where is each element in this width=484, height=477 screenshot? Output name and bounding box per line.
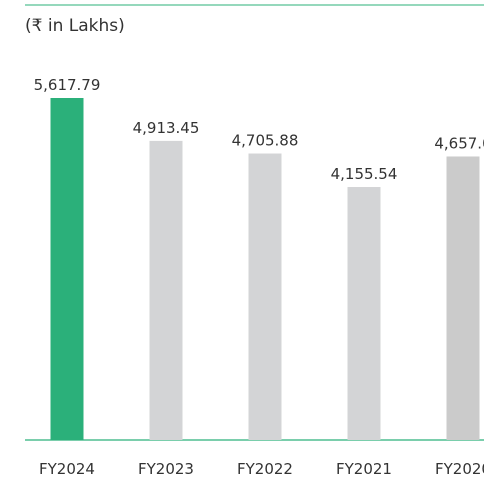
bar	[446, 156, 480, 440]
bar	[248, 153, 282, 440]
bar	[149, 140, 183, 440]
unit-label: (₹ in Lakhs)	[25, 16, 125, 36]
x-tick-label: FY2022	[237, 460, 293, 477]
value-label: 4,155.54	[331, 165, 398, 183]
bar	[50, 98, 84, 440]
value-label: 4,705.88	[232, 132, 299, 150]
x-tick-label: FY2023	[138, 460, 194, 477]
value-label: 5,617.79	[34, 76, 101, 94]
bar	[347, 187, 381, 440]
value-label: 4,657.0	[434, 134, 484, 152]
value-label: 4,913.45	[133, 119, 200, 137]
x-tick-label: FY2024	[39, 460, 95, 477]
x-tick-label: FY2021	[336, 460, 392, 477]
x-tick-label: FY2020	[435, 460, 484, 477]
